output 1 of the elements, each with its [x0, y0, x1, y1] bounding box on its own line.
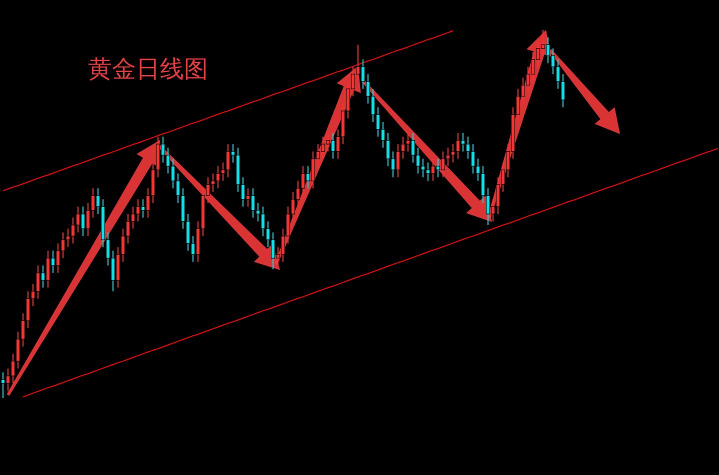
text: 黄金日线图 [88, 55, 208, 83]
